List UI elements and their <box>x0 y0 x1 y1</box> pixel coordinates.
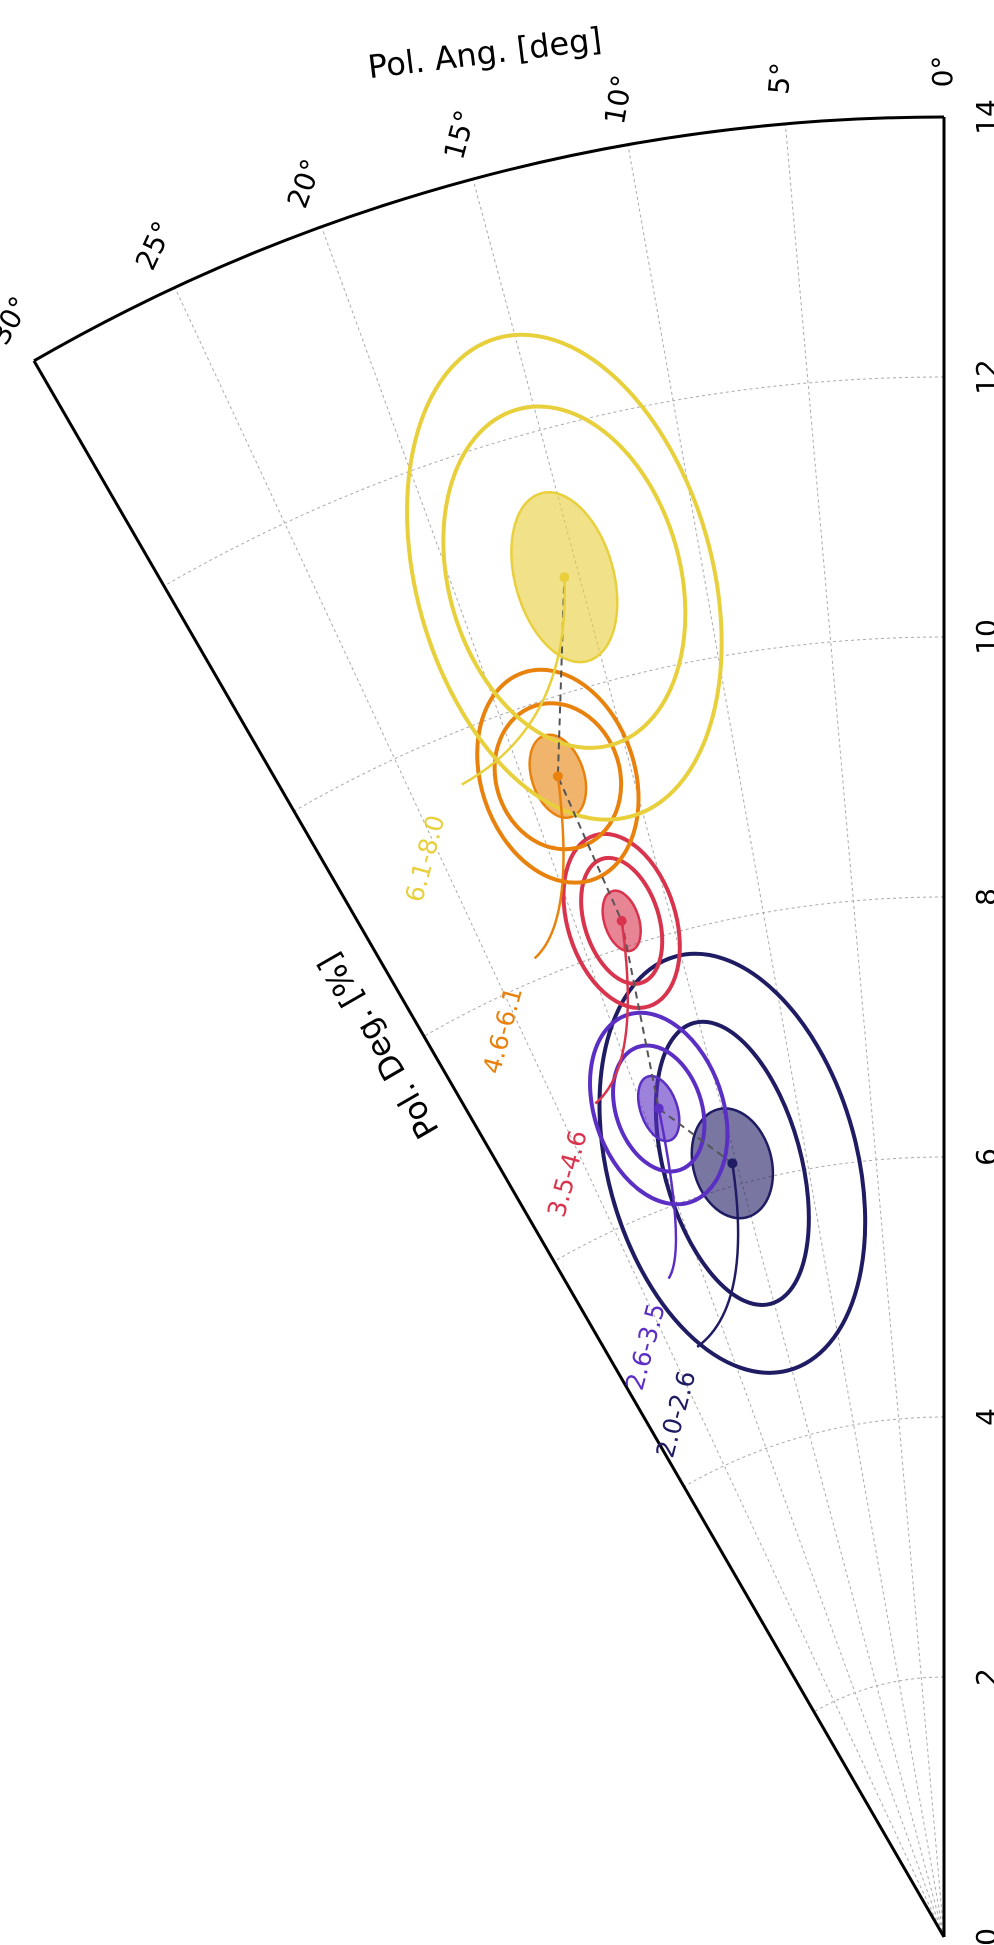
error-contour <box>579 855 665 986</box>
label-leader <box>594 920 630 1105</box>
grid-arc <box>813 1676 945 1713</box>
theta-tick-label: 15° <box>437 106 482 162</box>
error-contour <box>492 701 624 852</box>
energy-label: 3.5-4.6 <box>542 1127 593 1220</box>
data-point <box>559 572 570 583</box>
label-leader <box>696 1163 740 1348</box>
grid-ray <box>472 178 945 1938</box>
data-point <box>552 771 563 782</box>
data-point <box>727 1158 738 1169</box>
theta-tick-label: 10° <box>598 72 639 127</box>
r-tick-label: 12 <box>970 359 994 395</box>
theta-tick-label: 30° <box>0 291 37 350</box>
grid-arc <box>163 376 945 587</box>
error-contour <box>441 404 688 750</box>
r-tick-label: 8 <box>970 888 994 906</box>
theta-axis-title: Pol. Ang. [deg] <box>366 20 604 86</box>
theta-tick-label: 0° <box>926 56 959 88</box>
energy-label: 6.1-8.0 <box>400 812 451 905</box>
data-point <box>616 915 627 926</box>
frame-edge <box>32 360 946 1938</box>
r-tick-label: 6 <box>970 1148 994 1166</box>
theta-tick-label: 25° <box>129 216 180 275</box>
grid-ray <box>627 144 945 1938</box>
data-point <box>653 1103 664 1114</box>
r-axis-title: Pol. Deg. [%] <box>310 947 447 1146</box>
energy-label: 2.6-3.5 <box>620 1300 671 1393</box>
r-tick-label: 14 <box>970 99 994 135</box>
r-tick-label: 4 <box>970 1408 994 1426</box>
r-tick-label: 0 <box>970 1928 994 1945</box>
outer-arc <box>33 115 945 363</box>
label-leader <box>657 1108 678 1280</box>
r-tick-label: 2 <box>970 1668 994 1686</box>
theta-tick-label: 5° <box>762 61 798 96</box>
theta-tick-label: 20° <box>281 155 329 213</box>
energy-label: 4.6-6.1 <box>477 984 528 1077</box>
label-leader <box>533 776 565 960</box>
error-contour <box>597 951 868 1375</box>
error-contour <box>475 667 641 885</box>
error-contour <box>561 831 682 1010</box>
trend-line <box>556 577 733 1165</box>
label-leader <box>461 577 566 786</box>
r-tick-label: 10 <box>970 619 994 655</box>
error-contour <box>611 1043 707 1174</box>
energy-label: 2.0-2.6 <box>650 1368 701 1461</box>
error-contour <box>405 332 724 822</box>
error-contour <box>653 1019 811 1307</box>
